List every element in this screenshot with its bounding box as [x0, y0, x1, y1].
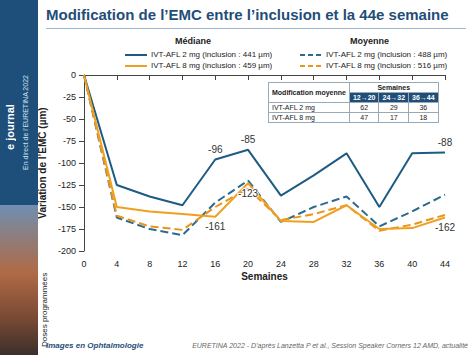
html-text:62: 62 [360, 104, 369, 111]
html-text:Modification moyenne: Modification moyenne [272, 89, 346, 96]
html-text:Médiane: Médiane [175, 36, 211, 46]
html-text:36: 36 [419, 104, 428, 111]
svg-text:28: 28 [309, 259, 319, 269]
svg-text:8: 8 [147, 259, 152, 269]
svg-text:-175: -175 [58, 224, 76, 234]
html-text:Moyenne: Moyenne [350, 36, 389, 46]
html-text:Modification de l’EMC entre l’: Modification de l’EMC entre l’inclusion … [46, 6, 449, 23]
html-text:Images en Ophtalmologie: Images en Ophtalmologie [46, 341, 144, 350]
svg-text:-123: -123 [238, 188, 258, 199]
html-text:e journal: e journal [4, 104, 16, 150]
html-text:36→44: 36→44 [412, 94, 435, 101]
svg-text:Variation de l’EMC (µm): Variation de l’EMC (µm) [37, 107, 48, 218]
svg-text:16: 16 [210, 259, 220, 269]
html-text:IVT-AFL 8 mg (inclusion : 459: IVT-AFL 8 mg (inclusion : 459 µm) [151, 61, 273, 70]
svg-text:12: 12 [177, 259, 187, 269]
html-text:12→20: 12→20 [352, 94, 376, 101]
html-text:47: 47 [360, 114, 369, 121]
svg-text:-25: -25 [63, 92, 76, 102]
html-text:IVT-AFL 2 mg (inclusion : 441: IVT-AFL 2 mg (inclusion : 441 µm) [151, 50, 273, 59]
svg-text:-200: -200 [58, 246, 76, 256]
html-text:En direct de l’EURETINA 2022: En direct de l’EURETINA 2022 [22, 75, 29, 170]
html-text:IVT-AFL 2 mg: IVT-AFL 2 mg [272, 104, 315, 111]
svg-text:24: 24 [276, 259, 286, 269]
svg-text:-162: -162 [435, 222, 455, 233]
svg-text:0: 0 [81, 259, 86, 269]
svg-text:0: 0 [71, 70, 76, 80]
html-text:18: 18 [419, 114, 428, 121]
html-text:Semaines: Semaines [377, 84, 411, 91]
svg-text:Semaines: Semaines [241, 271, 288, 282]
svg-text:40: 40 [407, 259, 417, 269]
svg-text:4: 4 [114, 259, 119, 269]
svg-text:-96: -96 [208, 144, 223, 155]
svg-text:44: 44 [440, 259, 450, 269]
svg-text:32: 32 [342, 259, 352, 269]
svg-text:-75: -75 [63, 136, 76, 146]
html-text:IVT-AFL 2 mg (inclusion : 488: IVT-AFL 2 mg (inclusion : 488 µm) [326, 50, 448, 59]
svg-text:-161: -161 [205, 221, 225, 232]
html-text:IVT-AFL 8 mg (inclusion : 516: IVT-AFL 8 mg (inclusion : 516 µm) [326, 61, 448, 70]
html-text:EURETINA 2022 - D’après Lanzet: EURETINA 2022 - D’après Lanzetta P et al… [192, 342, 468, 349]
html-text:29: 29 [389, 104, 398, 111]
svg-text:-125: -125 [58, 180, 76, 190]
html-text:17: 17 [389, 114, 398, 121]
html-text:Doses programmées: Doses programmées [40, 272, 49, 347]
svg-text:-150: -150 [58, 202, 76, 212]
svg-text:-88: -88 [438, 137, 453, 148]
svg-text:-100: -100 [58, 158, 76, 168]
svg-text:-50: -50 [63, 114, 76, 124]
svg-text:20: 20 [243, 259, 253, 269]
html-text:IVT-AFL 8 mg: IVT-AFL 8 mg [272, 114, 315, 121]
svg-text:36: 36 [374, 259, 384, 269]
svg-text:-85: -85 [241, 134, 256, 145]
html-text:24→32: 24→32 [382, 94, 406, 101]
